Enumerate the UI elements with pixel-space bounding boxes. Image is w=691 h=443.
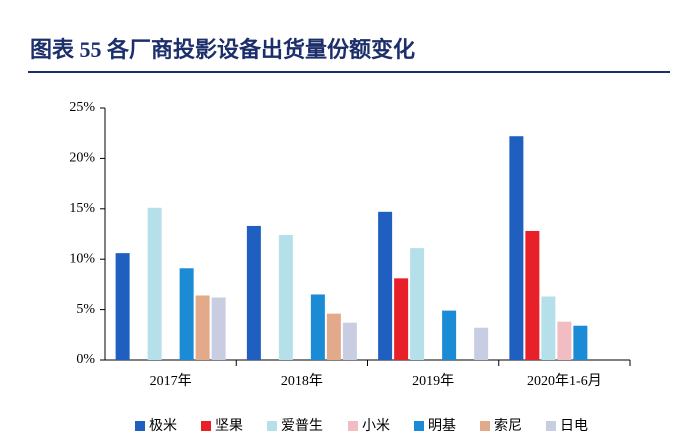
legend-label: 坚果 <box>215 418 243 434</box>
bar <box>557 321 572 360</box>
x-tick-label: 2019年 <box>412 373 454 389</box>
legend-swatch <box>267 421 277 431</box>
bar <box>326 313 341 360</box>
bar <box>378 211 393 360</box>
y-tick-label: 5% <box>76 302 95 317</box>
bar <box>525 230 540 360</box>
legend-label: 小米 <box>362 418 390 434</box>
legend-swatch <box>201 421 211 431</box>
bar <box>246 225 261 360</box>
bar <box>342 322 357 360</box>
bar <box>509 136 524 360</box>
bar <box>573 325 588 360</box>
bar <box>474 327 489 360</box>
bar <box>195 295 210 360</box>
legend-swatch <box>135 421 145 431</box>
bar <box>115 253 130 360</box>
bar <box>310 294 325 360</box>
bar <box>541 296 556 360</box>
x-tick-label: 2020年1-6月 <box>527 373 602 389</box>
legend-label: 爱普生 <box>281 418 323 434</box>
y-tick-label: 25% <box>69 100 95 115</box>
legend-swatch <box>414 421 424 431</box>
y-tick-label: 15% <box>69 201 95 216</box>
bar <box>211 297 226 360</box>
x-tick-label: 2017年 <box>150 373 192 389</box>
bar <box>410 248 425 360</box>
bar <box>278 235 293 360</box>
legend-label: 明基 <box>428 417 456 434</box>
y-tick-label: 0% <box>76 352 95 367</box>
y-tick-label: 10% <box>69 251 95 266</box>
x-tick-label: 2018年 <box>281 373 323 389</box>
legend-label: 极米 <box>149 418 177 434</box>
bar <box>147 207 162 360</box>
legend-swatch <box>480 421 490 431</box>
legend-swatch <box>546 421 556 431</box>
legend-label: 索尼 <box>494 417 522 434</box>
legend-swatch <box>348 421 358 431</box>
bar <box>394 278 409 360</box>
chart-title: 图表 55 各厂商投影设备出货量份额变化 <box>30 37 415 62</box>
bar <box>442 310 457 360</box>
bar <box>179 268 194 360</box>
legend-label: 日电 <box>560 418 588 434</box>
y-tick-label: 20% <box>69 151 95 166</box>
